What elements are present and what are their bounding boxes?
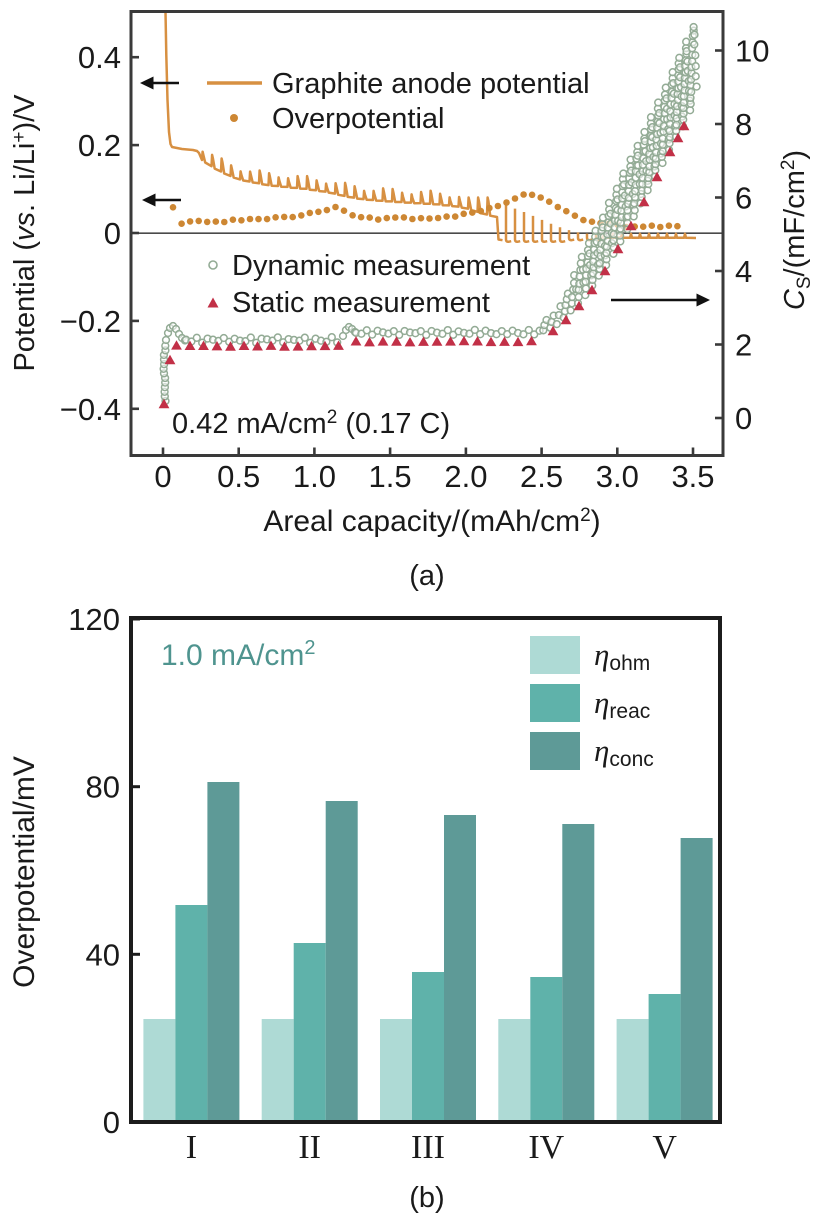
svg-text:3.5: 3.5 bbox=[671, 459, 714, 494]
svg-text:0: 0 bbox=[104, 216, 121, 251]
svg-text:120: 120 bbox=[68, 602, 120, 637]
svg-text:Graphite anode potential: Graphite anode potential bbox=[272, 68, 590, 100]
svg-text:Static measurement: Static measurement bbox=[232, 287, 490, 319]
svg-text:2.5: 2.5 bbox=[520, 459, 563, 494]
svg-text:ηconc: ηconc bbox=[594, 733, 654, 771]
svg-text:0.5: 0.5 bbox=[217, 459, 260, 494]
svg-text:0: 0 bbox=[103, 1105, 120, 1140]
svg-text:10: 10 bbox=[735, 34, 769, 69]
svg-text:V: V bbox=[652, 1129, 677, 1166]
svg-text:6: 6 bbox=[735, 181, 752, 216]
svg-text:2.0: 2.0 bbox=[444, 459, 487, 494]
svg-text:0.4: 0.4 bbox=[78, 40, 121, 75]
svg-text:(a): (a) bbox=[409, 560, 444, 592]
svg-text:(b): (b) bbox=[409, 1182, 444, 1214]
svg-text:1.5: 1.5 bbox=[369, 459, 412, 494]
svg-text:1.0 mA/cm2: 1.0 mA/cm2 bbox=[161, 637, 316, 672]
svg-text:ηohm: ηohm bbox=[594, 637, 650, 675]
svg-text:0.42 mA/cm2 (0.17 C): 0.42 mA/cm2 (0.17 C) bbox=[172, 407, 450, 440]
svg-text:80: 80 bbox=[86, 770, 120, 805]
svg-text:Overpotential/mV: Overpotential/mV bbox=[8, 756, 41, 988]
svg-text:1.0: 1.0 bbox=[293, 459, 336, 494]
svg-text:3.0: 3.0 bbox=[596, 459, 639, 494]
svg-text:4: 4 bbox=[735, 254, 752, 289]
svg-text:IV: IV bbox=[528, 1129, 564, 1166]
svg-text:ηreac: ηreac bbox=[594, 685, 650, 723]
svg-text:III: III bbox=[411, 1129, 445, 1166]
svg-text:8: 8 bbox=[735, 107, 752, 142]
svg-text:0: 0 bbox=[154, 459, 171, 494]
svg-text:I: I bbox=[186, 1129, 197, 1166]
svg-text:Overpotential: Overpotential bbox=[272, 103, 445, 135]
svg-text:II: II bbox=[298, 1129, 321, 1166]
svg-text:−0.4: −0.4 bbox=[60, 392, 121, 427]
svg-text:−0.2: −0.2 bbox=[60, 304, 121, 339]
svg-text:Areal capacity/(mAh/cm2): Areal capacity/(mAh/cm2) bbox=[263, 505, 600, 538]
svg-text:2: 2 bbox=[735, 328, 752, 363]
svg-text:40: 40 bbox=[86, 937, 120, 972]
svg-text:0.2: 0.2 bbox=[78, 128, 121, 163]
svg-text:0: 0 bbox=[735, 401, 752, 436]
svg-text:CS/(mF/cm2): CS/(mF/cm2) bbox=[778, 150, 815, 310]
svg-text:Dynamic measurement: Dynamic measurement bbox=[232, 250, 530, 282]
